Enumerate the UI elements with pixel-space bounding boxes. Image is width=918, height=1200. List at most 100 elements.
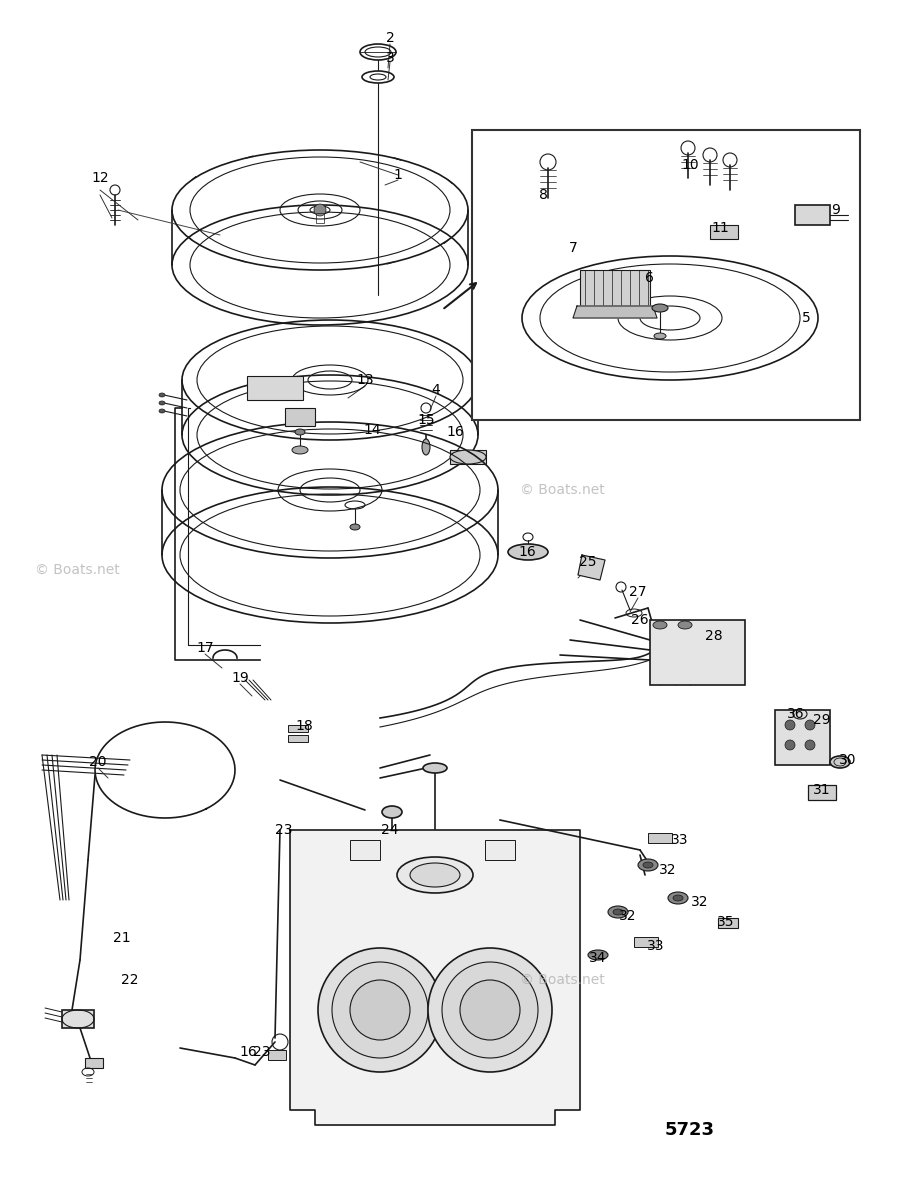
Text: 16: 16 — [446, 425, 464, 439]
Ellipse shape — [382, 806, 402, 818]
Ellipse shape — [159, 409, 165, 413]
Ellipse shape — [608, 906, 628, 918]
Ellipse shape — [643, 862, 653, 868]
Ellipse shape — [652, 304, 668, 312]
Circle shape — [805, 720, 815, 730]
Text: 26: 26 — [632, 613, 649, 626]
Ellipse shape — [410, 863, 460, 887]
Bar — [648, 833, 672, 842]
Ellipse shape — [653, 622, 667, 629]
Text: 33: 33 — [647, 938, 665, 953]
Ellipse shape — [678, 622, 692, 629]
Ellipse shape — [159, 392, 165, 397]
Ellipse shape — [654, 332, 666, 338]
Polygon shape — [290, 830, 580, 1126]
Text: 9: 9 — [832, 203, 841, 217]
Ellipse shape — [350, 524, 360, 530]
Bar — [268, 1050, 286, 1060]
Ellipse shape — [460, 980, 520, 1040]
Text: 1: 1 — [394, 168, 402, 182]
Bar — [316, 214, 324, 223]
Text: 27: 27 — [629, 584, 647, 599]
Bar — [485, 840, 515, 860]
Text: 18: 18 — [295, 719, 313, 733]
Text: © Boats.net: © Boats.net — [520, 973, 605, 986]
Ellipse shape — [613, 910, 623, 914]
Ellipse shape — [668, 892, 688, 904]
Text: 3: 3 — [386, 50, 395, 65]
Polygon shape — [578, 554, 605, 580]
Text: 19: 19 — [231, 671, 249, 685]
Bar — [85, 1058, 103, 1068]
Text: 20: 20 — [89, 755, 106, 769]
Ellipse shape — [350, 980, 410, 1040]
Text: 13: 13 — [356, 373, 374, 386]
Text: 28: 28 — [705, 629, 722, 643]
Text: 5723: 5723 — [665, 1121, 715, 1139]
Bar — [718, 918, 738, 928]
Text: © Boats.net: © Boats.net — [35, 563, 119, 577]
Text: © Boats.net: © Boats.net — [520, 482, 605, 497]
Text: 7: 7 — [568, 241, 577, 254]
Circle shape — [805, 740, 815, 750]
Text: 32: 32 — [659, 863, 677, 877]
Bar — [808, 785, 836, 800]
Bar — [62, 1010, 94, 1028]
Ellipse shape — [332, 962, 428, 1058]
Text: 35: 35 — [717, 914, 734, 929]
Text: 33: 33 — [671, 833, 688, 847]
Bar — [472, 130, 860, 420]
Ellipse shape — [428, 948, 552, 1072]
Bar — [285, 408, 315, 426]
Ellipse shape — [295, 428, 305, 434]
Bar — [795, 205, 830, 226]
Ellipse shape — [422, 439, 430, 455]
Bar — [775, 710, 830, 766]
Ellipse shape — [423, 763, 447, 773]
Text: 31: 31 — [813, 782, 831, 797]
Text: 11: 11 — [711, 221, 729, 235]
Text: 25: 25 — [579, 554, 597, 569]
Bar — [288, 725, 308, 732]
Text: 5: 5 — [801, 311, 811, 325]
Text: 29: 29 — [813, 713, 831, 727]
Text: 24: 24 — [381, 823, 398, 838]
Text: 2: 2 — [386, 31, 395, 44]
Polygon shape — [573, 306, 657, 318]
Text: 32: 32 — [691, 895, 709, 910]
Bar — [650, 620, 745, 685]
Bar — [450, 450, 486, 464]
Ellipse shape — [397, 857, 473, 893]
Ellipse shape — [508, 544, 548, 560]
Text: 36: 36 — [788, 707, 805, 721]
Text: 6: 6 — [644, 271, 654, 284]
Bar — [634, 937, 658, 947]
Ellipse shape — [450, 450, 486, 464]
Text: 32: 32 — [620, 910, 637, 923]
Ellipse shape — [159, 401, 165, 404]
Text: 14: 14 — [364, 422, 381, 437]
Bar — [350, 840, 380, 860]
Bar — [247, 376, 303, 400]
Bar — [288, 734, 308, 742]
Bar — [580, 270, 650, 306]
Ellipse shape — [318, 948, 442, 1072]
Bar — [710, 226, 738, 239]
Text: 15: 15 — [417, 413, 435, 427]
Circle shape — [314, 204, 326, 216]
Text: 16: 16 — [518, 545, 536, 559]
Text: 34: 34 — [589, 950, 607, 965]
Text: 21: 21 — [113, 931, 130, 946]
Text: 17: 17 — [196, 641, 214, 655]
Text: 4: 4 — [431, 383, 441, 397]
Text: 10: 10 — [681, 158, 699, 172]
Ellipse shape — [292, 446, 308, 454]
Circle shape — [785, 740, 795, 750]
Text: 23: 23 — [275, 823, 293, 838]
Ellipse shape — [673, 895, 683, 901]
Circle shape — [785, 720, 795, 730]
Text: 12: 12 — [91, 170, 109, 185]
Ellipse shape — [588, 950, 608, 960]
Text: 8: 8 — [539, 188, 547, 202]
Text: 16: 16 — [239, 1045, 257, 1058]
